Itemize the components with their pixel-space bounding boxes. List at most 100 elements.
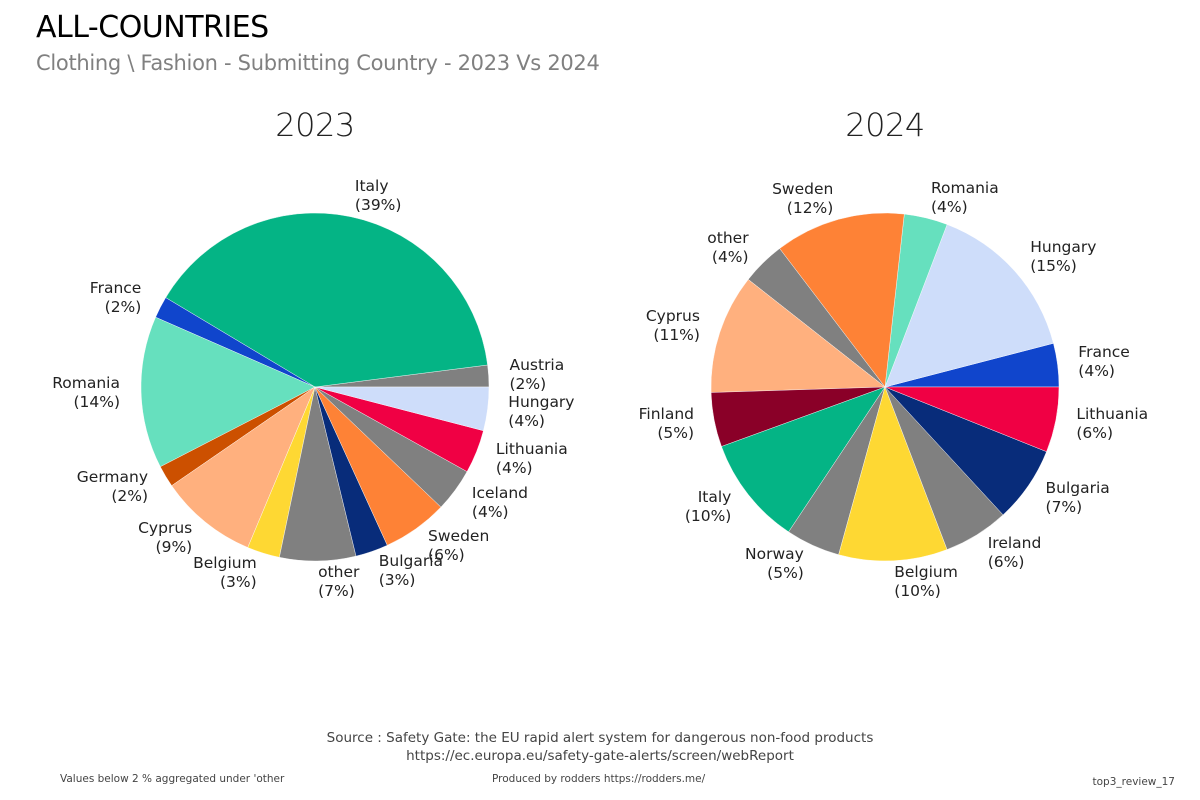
slice-label-iceland: Iceland (4%)	[472, 484, 528, 522]
slice-label-name: other	[318, 562, 360, 581]
pie-slice-lithuania	[884, 386, 1060, 452]
pie-slice-italy	[165, 212, 488, 388]
pie-title-2024: 2024	[845, 106, 925, 144]
pie-slice-hungary	[314, 386, 490, 431]
slice-label-norway: Norway (5%)	[745, 545, 804, 583]
slice-label-name: Austria	[509, 355, 565, 374]
slice-label-percent: (4%)	[711, 248, 749, 267]
slice-label-name: Lithuania	[1076, 404, 1149, 423]
source-line-2: https://ec.europa.eu/safety-gate-alerts/…	[406, 748, 794, 764]
aggregation-note: Values below 2 % aggregated under 'other	[60, 773, 285, 785]
slice-label-bulgaria: Bulgaria (7%)	[1046, 479, 1110, 517]
pie-slice-hungary	[884, 224, 1054, 388]
slice-label-name: Hungary	[1030, 238, 1097, 257]
slice-label-name: Hungary	[508, 392, 575, 411]
slice-label-germany: Germany (2%)	[77, 468, 148, 506]
slice-label-percent: (9%)	[155, 538, 193, 557]
slice-label-romania: Romania (14%)	[52, 374, 120, 412]
slice-label-france: France (2%)	[90, 279, 142, 317]
slice-label-cyprus: Cyprus (9%)	[138, 519, 192, 557]
pie-slice-belgium	[838, 386, 948, 562]
slice-label-bulgaria: Bulgaria (3%)	[379, 552, 443, 590]
slice-label-percent: (4%)	[1078, 362, 1115, 381]
slice-label-percent: (39%)	[354, 196, 402, 215]
slice-label-finland: Finland (5%)	[639, 405, 694, 443]
pie-slice-romania	[140, 316, 316, 468]
pie-slice-italy	[721, 386, 886, 533]
page-title: ALL-COUNTRIES	[36, 10, 269, 45]
pie-slice-cyprus	[710, 279, 886, 393]
chart-reference: top3_review_17	[1092, 776, 1175, 788]
slice-label-cyprus: Cyprus (11%)	[646, 307, 700, 345]
slice-label-name: Romania	[52, 374, 120, 393]
slice-label-percent: (2%)	[509, 374, 547, 393]
slice-label-name: Sweden	[772, 180, 834, 199]
slice-label-percent: (15%)	[1030, 257, 1077, 276]
slice-label-percent: (5%)	[767, 564, 804, 583]
slice-label-name: Bulgaria	[1045, 478, 1110, 497]
slice-label-name: France	[89, 278, 142, 297]
slice-label-name: Lithuania	[495, 440, 568, 459]
slice-label-name: Finland	[638, 404, 695, 423]
slice-label-percent: (6%)	[987, 552, 1025, 571]
slice-label-other: other (4%)	[707, 229, 748, 267]
slice-label-italy: Italy (10%)	[685, 488, 732, 526]
pie-slice-sweden	[779, 212, 905, 388]
slice-label-percent: (12%)	[786, 199, 834, 218]
pie-2023	[140, 212, 490, 562]
slice-label-austria: Austria (2%)	[509, 356, 564, 394]
slice-label-name: Norway	[745, 545, 804, 564]
slice-label-percent: (2%)	[111, 487, 149, 506]
slice-label-name: Germany	[76, 468, 149, 487]
slice-label-lithuania: Lithuania (4%)	[496, 440, 568, 478]
slice-label-percent: (6%)	[428, 545, 465, 564]
slice-label-percent: (6%)	[1076, 423, 1114, 442]
slice-label-name: Sweden	[428, 526, 490, 545]
slice-label-percent: (3%)	[219, 573, 257, 592]
slice-label-percent: (11%)	[653, 326, 700, 345]
slice-label-name: Ireland	[987, 533, 1042, 552]
slice-label-percent: (14%)	[73, 393, 120, 412]
slice-label-hungary: Hungary (4%)	[508, 393, 574, 431]
pie-2024	[710, 212, 1060, 562]
slice-label-name: Belgium	[894, 562, 958, 581]
slice-label-percent: (4%)	[508, 411, 545, 430]
slice-label-france: France (4%)	[1078, 343, 1130, 381]
slice-label-italy: Italy (39%)	[355, 177, 402, 215]
slice-label-name: Iceland	[471, 483, 529, 502]
slice-label-name: other	[707, 229, 749, 248]
slice-label-percent: (5%)	[657, 423, 695, 442]
slice-label-percent: (2%)	[104, 297, 142, 316]
slice-label-name: Italy	[697, 488, 732, 507]
slice-label-other: other (7%)	[318, 563, 359, 601]
slice-label-lithuania: Lithuania (6%)	[1076, 405, 1148, 443]
slice-label-percent: (4%)	[471, 502, 509, 521]
slice-label-name: Belgium	[193, 554, 257, 573]
slice-label-name: Italy	[354, 177, 389, 196]
slice-label-percent: (7%)	[1045, 497, 1083, 516]
slice-label-name: Cyprus	[138, 519, 193, 538]
slice-label-belgium: Belgium (3%)	[193, 554, 257, 592]
slice-label-percent: (10%)	[684, 507, 732, 526]
slice-label-percent: (3%)	[378, 571, 416, 590]
produced-by: Produced by rodders https://rodders.me/	[492, 773, 706, 785]
slice-label-name: France	[1078, 343, 1130, 362]
slice-label-percent: (4%)	[495, 459, 533, 478]
pie-title-2023: 2023	[275, 106, 355, 144]
slice-label-percent: (7%)	[318, 581, 355, 600]
slice-label-belgium: Belgium (10%)	[894, 563, 958, 601]
pie-slice-cyprus	[171, 386, 316, 548]
source-line-1: Source : Safety Gate: the EU rapid alert…	[326, 730, 874, 746]
slice-label-name: Romania	[930, 178, 999, 197]
slice-label-percent: (4%)	[930, 197, 968, 216]
slice-label-ireland: Ireland (6%)	[988, 534, 1042, 572]
slice-label-romania: Romania (4%)	[931, 179, 999, 217]
slice-label-name: Bulgaria	[378, 552, 444, 571]
slice-label-percent: (10%)	[894, 581, 941, 600]
source-note: Source : Safety Gate: the EU rapid alert…	[0, 729, 1200, 765]
slice-label-name: Cyprus	[645, 307, 700, 326]
slice-label-hungary: Hungary (15%)	[1030, 238, 1096, 276]
page-subtitle: Clothing \ Fashion - Submitting Country …	[36, 51, 600, 75]
slice-label-sweden: Sweden (12%)	[772, 180, 833, 218]
